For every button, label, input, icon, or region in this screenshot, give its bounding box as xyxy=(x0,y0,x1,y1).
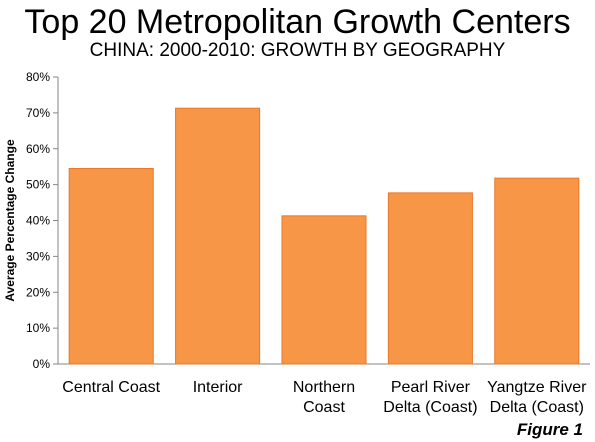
bar xyxy=(494,177,580,365)
chart-subtitle: CHINA: 2000-2010: GROWTH BY GEOGRAPHY xyxy=(89,40,506,61)
bar xyxy=(68,167,154,365)
y-tick-label: 40% xyxy=(26,214,50,228)
x-tick-label: Yangtze River Delta (Coast) xyxy=(487,379,587,416)
x-tick-label: Northern Coast xyxy=(293,379,355,416)
y-tick-label: 20% xyxy=(26,285,50,299)
y-tick-label: 60% xyxy=(26,142,50,156)
y-tick-label: 50% xyxy=(26,178,50,192)
y-tick-label: 30% xyxy=(26,249,50,263)
y-tick-label: 70% xyxy=(26,106,50,120)
bar xyxy=(387,192,473,365)
y-axis-title: Average Percentage Change xyxy=(3,139,17,302)
chart-title: Top 20 Metropolitan Growth Centers xyxy=(24,3,571,41)
bar xyxy=(175,107,261,365)
y-tick-label: 80% xyxy=(26,70,50,84)
y-tick-label: 0% xyxy=(33,357,51,371)
figure-label: Figure 1 xyxy=(516,420,583,439)
y-tick-label: 10% xyxy=(26,321,50,335)
bar xyxy=(281,215,367,365)
x-tick-label: Interior xyxy=(193,379,243,396)
x-tick-label: Central Coast xyxy=(62,379,160,396)
x-tick-label: Pearl River Delta (Coast) xyxy=(383,379,477,416)
